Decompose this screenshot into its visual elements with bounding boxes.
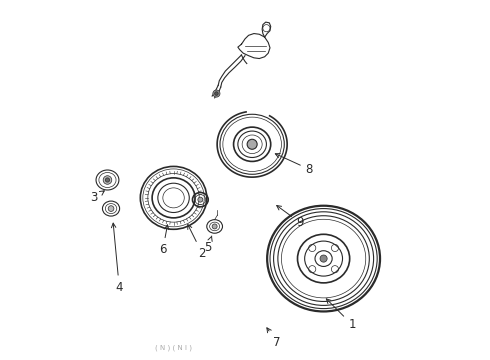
Text: 4: 4: [111, 223, 123, 294]
Circle shape: [213, 90, 220, 97]
Circle shape: [108, 206, 114, 211]
Text: ( N ) ( N I ): ( N ) ( N I ): [155, 345, 192, 351]
Text: 6: 6: [159, 225, 169, 256]
Circle shape: [212, 224, 217, 229]
Text: 1: 1: [326, 299, 356, 331]
Text: 3: 3: [91, 191, 104, 204]
Text: 8: 8: [275, 154, 313, 176]
Text: 7: 7: [267, 328, 281, 349]
Circle shape: [320, 255, 327, 262]
Text: 9: 9: [277, 206, 304, 229]
Circle shape: [103, 176, 112, 184]
Text: 2: 2: [188, 225, 206, 260]
Text: 5: 5: [204, 236, 212, 255]
Circle shape: [215, 92, 218, 95]
Circle shape: [198, 197, 203, 202]
Circle shape: [247, 139, 257, 149]
Circle shape: [105, 178, 110, 182]
